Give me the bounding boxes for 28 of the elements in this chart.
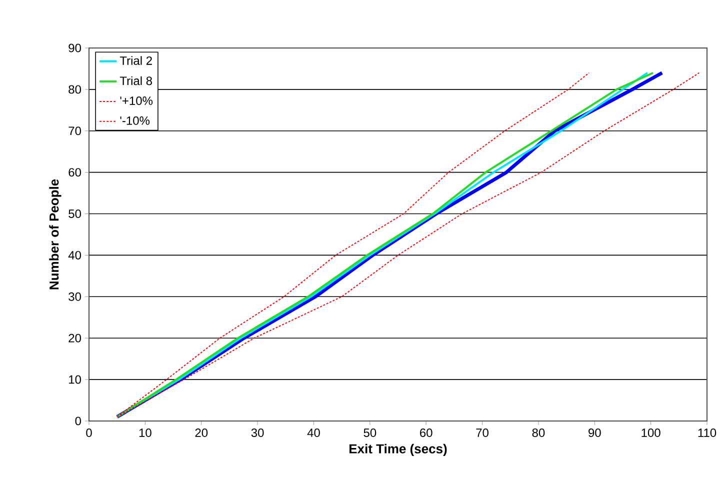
x-tick-label: 10 (139, 428, 152, 438)
x-tick-label: 100 (642, 428, 660, 438)
x-tick-label: 40 (307, 428, 320, 438)
y-axis-title: Number of People (49, 179, 62, 290)
legend-label: '+10% (120, 96, 153, 105)
x-tick-label: 0 (86, 428, 92, 438)
x-tick-label: 90 (588, 428, 601, 438)
y-tick-label: 0 (75, 416, 82, 426)
y-tick-label: 70 (68, 126, 82, 136)
y-tick-label: 20 (68, 334, 82, 342)
y-tick-label: 90 (68, 44, 82, 52)
y-tick-label: 30 (68, 292, 82, 301)
x-tick-label: 110 (698, 428, 716, 438)
x-axis-title: Exit Time (secs) (349, 444, 447, 456)
x-tick-label: 30 (251, 428, 264, 438)
legend-label: '-10% (120, 116, 150, 125)
x-tick-label: 60 (420, 428, 432, 438)
legend-label: Trial 8 (120, 76, 152, 86)
x-tick-label: 70 (476, 428, 488, 438)
y-tick-label: 50 (68, 210, 82, 218)
y-tick-label: 10 (69, 375, 82, 384)
legend-label: Trial 2 (120, 56, 152, 65)
x-tick-label: 50 (364, 428, 376, 438)
x-tick-label: 80 (532, 428, 545, 438)
x-tick-label: 20 (195, 428, 208, 438)
y-tick-label: 60 (68, 168, 82, 177)
y-tick-label: 80 (68, 85, 82, 94)
y-tick-label: 40 (68, 250, 82, 260)
